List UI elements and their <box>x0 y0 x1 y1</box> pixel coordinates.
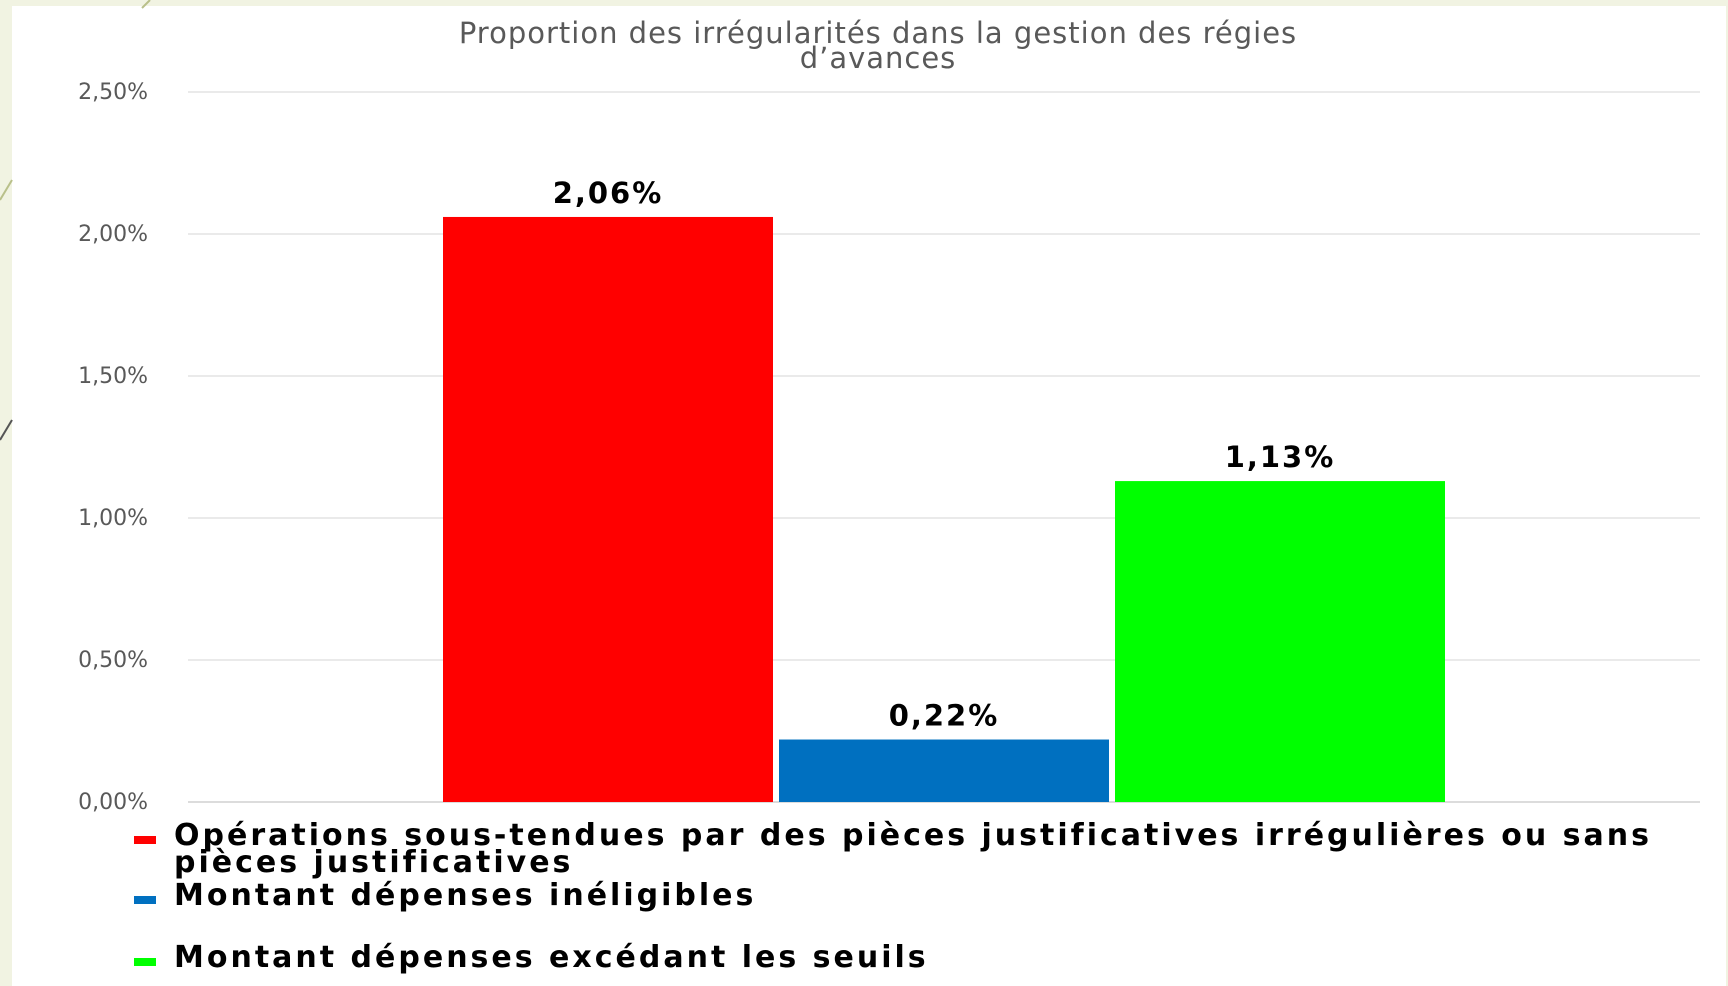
legend-label: Montant dépenses inéligibles <box>174 878 757 913</box>
bar-1 <box>443 216 773 802</box>
data-label-3: 1,13% <box>1225 440 1336 474</box>
data-label-1: 2,06% <box>553 176 664 210</box>
bar-2 <box>779 739 1109 802</box>
legend-item-2: Montant dépenses inéligibles <box>134 878 1694 913</box>
chart-title-line-1: Proportion des irrégularités dans la ges… <box>459 16 1297 50</box>
y-tick-label: 1,50% <box>78 364 148 389</box>
data-labels: 2,06% 0,22% 1,13% <box>553 176 1336 733</box>
y-axis-ticks: 0,00% 0,50% 1,00% 1,50% 2,00% 2,50% <box>78 80 148 815</box>
y-tick-label: 1,00% <box>78 506 148 531</box>
y-tick-label: 2,50% <box>78 80 148 105</box>
legend-swatch <box>134 896 156 904</box>
legend-item-1: Opérations sous-tendues par des pièces j… <box>134 818 1694 880</box>
legend-label: Opérations sous-tendues par des pièces j… <box>174 818 1652 880</box>
gridlines <box>188 91 1700 803</box>
legend-item-3: Montant dépenses excédant les seuils <box>134 940 1694 975</box>
legend-swatch <box>134 958 156 966</box>
bars <box>443 216 1445 802</box>
legend-label: Montant dépenses excédant les seuils <box>174 940 929 975</box>
y-tick-label: 0,00% <box>78 790 148 815</box>
chart-title: Proportion des irrégularités dans la ges… <box>459 16 1297 75</box>
legend-swatch <box>134 836 156 844</box>
chart-title-line-2: d’avances <box>800 41 957 75</box>
data-label-2: 0,22% <box>889 699 1000 733</box>
y-tick-label: 0,50% <box>78 648 148 673</box>
y-tick-label: 2,00% <box>78 222 148 247</box>
bar-3 <box>1115 481 1445 802</box>
